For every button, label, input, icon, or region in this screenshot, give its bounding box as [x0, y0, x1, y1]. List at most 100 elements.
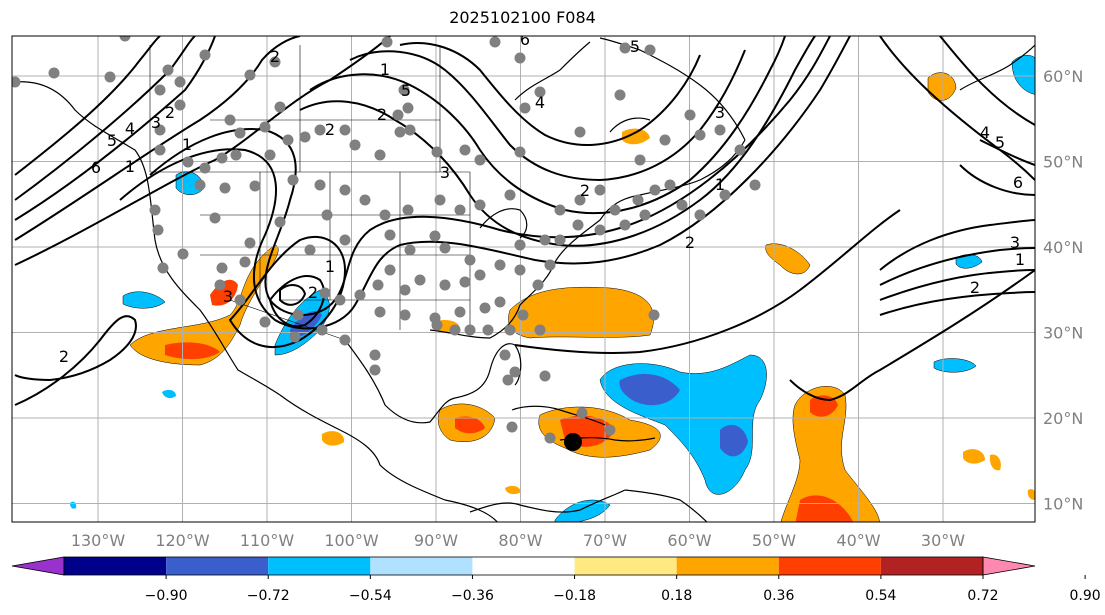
colorbar-tick-label: −0.72: [247, 588, 290, 604]
station-dot: [544, 432, 556, 444]
lat-label: 50°N: [1043, 153, 1083, 172]
contour-label: 3: [151, 113, 161, 132]
station-dot: [369, 364, 381, 376]
lon-label: 80°W: [498, 531, 542, 550]
station-dot: [429, 230, 441, 242]
station-dot: [149, 204, 161, 216]
station-dot: [369, 349, 381, 361]
station-dot: [224, 114, 236, 126]
station-dot: [334, 294, 346, 306]
station-dot: [434, 194, 446, 206]
station-dot: [182, 156, 194, 168]
station-dot: [431, 146, 443, 158]
station-dot: [639, 209, 651, 221]
station-dot: [239, 256, 251, 268]
station-dot: [454, 306, 466, 318]
lon-label: 90°W: [414, 531, 458, 550]
station-dot: [292, 309, 304, 321]
contour-label: 5: [995, 133, 1005, 152]
lat-label: 30°N: [1043, 324, 1083, 343]
station-dot: [594, 184, 606, 196]
station-dot: [719, 189, 731, 201]
lon-label: 30°W: [921, 531, 965, 550]
contour-label: 3: [715, 103, 725, 122]
station-dot: [676, 199, 688, 211]
station-dot: [259, 121, 271, 133]
colorbar-outline: [63, 556, 984, 576]
station-dot: [494, 296, 506, 308]
station-dot: [314, 179, 326, 191]
station-dot: [384, 264, 396, 276]
colorbar-tick-label: −0.36: [451, 588, 494, 604]
contour-label: 3: [1010, 233, 1020, 252]
station-dot: [398, 84, 410, 96]
station-dot: [534, 324, 546, 336]
station-dot: [199, 162, 211, 174]
colorbar-tick-label: 0.72: [967, 588, 998, 604]
station-dot: [644, 44, 656, 56]
colorbar-segment: [370, 557, 473, 575]
station-dot: [649, 184, 661, 196]
station-dot: [234, 294, 246, 306]
station-dot: [349, 139, 361, 151]
station-dot: [339, 184, 351, 196]
contour-label: 1: [325, 257, 335, 276]
contour-label: 2: [308, 283, 318, 302]
station-dot: [209, 212, 221, 224]
station-dot: [154, 84, 166, 96]
colorbar-tick-label: 0.90: [1070, 588, 1101, 604]
colorbar-tick-label: 0.54: [865, 588, 896, 604]
lat-label: 40°N: [1043, 238, 1083, 257]
station-dot: [404, 124, 416, 136]
station-dot: [554, 204, 566, 216]
station-dot: [274, 101, 286, 113]
colorbar-segment: [64, 557, 167, 575]
map-frame: [11, 35, 1036, 523]
contour-label: 1: [125, 157, 135, 176]
contour-label: 5: [107, 131, 117, 150]
station-dot: [604, 424, 616, 436]
station-dot: [154, 124, 166, 136]
station-dot: [459, 144, 471, 156]
contour-label: 2: [685, 233, 695, 252]
colorbar-low-extension: [11, 556, 65, 576]
station-dot: [454, 204, 466, 216]
station-dot: [694, 129, 706, 141]
colorbar-segment: [880, 557, 983, 575]
colorbar-segment: [574, 557, 677, 575]
contour-label: 4: [125, 119, 135, 138]
contour-label: 3: [223, 287, 233, 306]
latitude-labels: 60°N 50°N 40°N 30°N 20°N 10°N: [1043, 67, 1083, 514]
colorbar-high-extension: [982, 556, 1036, 576]
station-dot: [304, 244, 316, 256]
station-dot: [339, 124, 351, 136]
station-dot: [439, 279, 451, 291]
station-dot: [230, 149, 242, 161]
lon-label: 110°W: [240, 531, 295, 550]
station-dot: [282, 134, 294, 146]
station-dot: [354, 289, 366, 301]
station-dot: [374, 306, 386, 318]
contour-label: 1: [380, 60, 390, 79]
station-dot: [316, 324, 328, 336]
colorbar-segment: [472, 557, 575, 575]
station-dot: [372, 279, 384, 291]
colorbar-segment: [676, 557, 779, 575]
station-dot: [474, 154, 486, 166]
lon-label: 50°W: [752, 531, 796, 550]
station-dot: [216, 262, 228, 274]
contour-label: 5: [401, 81, 411, 100]
station-dot: [519, 102, 531, 114]
contour-label: 6: [91, 158, 101, 177]
station-dot: [619, 219, 631, 231]
station-dot: [399, 284, 411, 296]
contour-label: 2: [59, 347, 69, 366]
contour-label: 1: [1015, 250, 1025, 269]
storm-center-marker: [564, 433, 582, 451]
station-dot: [532, 279, 544, 291]
station-dot: [321, 209, 333, 221]
station-dot: [289, 331, 301, 343]
station-dot: [648, 309, 660, 321]
colorbar-segment: [778, 557, 881, 575]
